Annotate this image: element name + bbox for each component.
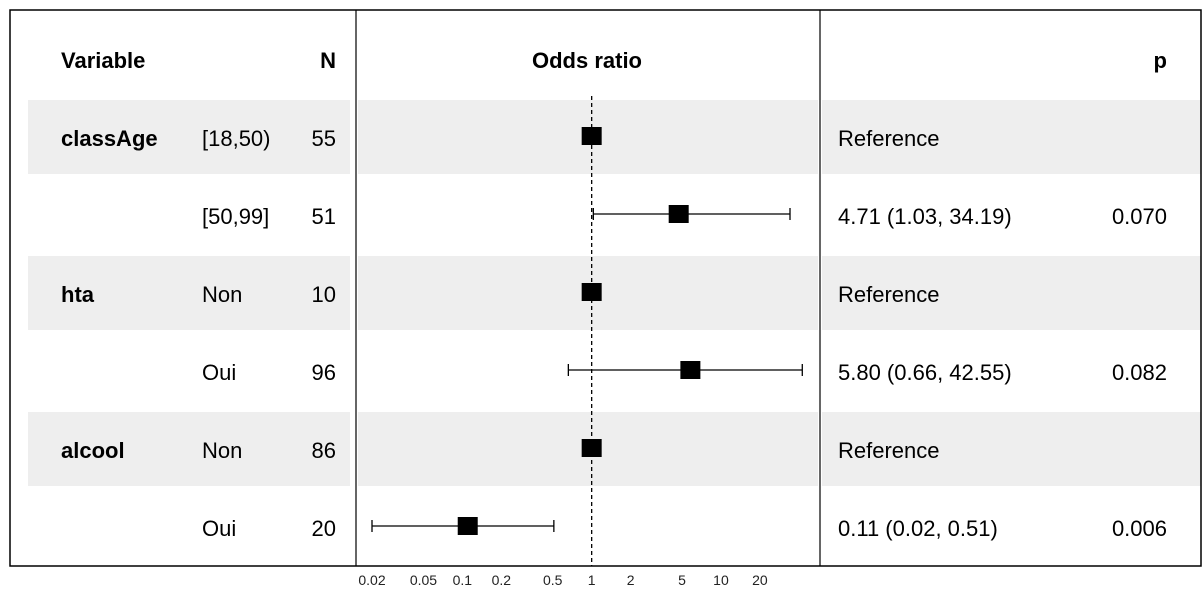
cell-n: 86: [312, 438, 336, 463]
row-stripe-left: [28, 256, 350, 330]
x-tick-label: 0.2: [492, 572, 512, 588]
x-tick-label: 0.05: [410, 572, 437, 588]
point-estimate-marker: [581, 127, 602, 145]
cell-level: Oui: [202, 516, 236, 541]
header-variable: Variable: [61, 48, 145, 73]
row-stripe-right: [822, 412, 1201, 486]
header-p: p: [1154, 48, 1167, 73]
row-stripes: [28, 100, 1201, 486]
cell-estimate: Reference: [838, 438, 940, 463]
point-estimate-marker: [581, 439, 602, 457]
x-tick-label: 10: [713, 572, 729, 588]
cell-estimate: 4.71 (1.03, 34.19): [838, 204, 1012, 229]
point-estimate-marker: [457, 517, 478, 535]
point-estimate-marker: [581, 283, 602, 301]
cell-variable: classAge: [61, 126, 158, 151]
cell-n: 10: [312, 282, 336, 307]
cell-n: 96: [312, 360, 336, 385]
x-axis: 0.02 0.05 0.1 0.2 0.5 1 2 5 10 20: [358, 572, 768, 588]
row-stripe-left: [28, 100, 350, 174]
x-tick-label: 2: [627, 572, 635, 588]
header-odds-ratio: Odds ratio: [532, 48, 642, 73]
row-stripe-right: [822, 100, 1201, 174]
cell-estimate: Reference: [838, 282, 940, 307]
x-tick-label: 0.02: [358, 572, 385, 588]
cell-n: 51: [312, 204, 336, 229]
row-stripe-left: [28, 412, 350, 486]
plot-area: [371, 96, 803, 566]
point-estimate-marker: [680, 361, 701, 379]
header-n: N: [320, 48, 336, 73]
cell-variable: hta: [61, 282, 95, 307]
cell-estimate: 5.80 (0.66, 42.55): [838, 360, 1012, 385]
x-tick-label: 0.1: [453, 572, 473, 588]
table-cells: classAge [18,50) 55 Reference [50,99] 51 4.71 …: [61, 126, 1167, 541]
x-tick-label: 0.5: [543, 572, 563, 588]
cell-p: 0.006: [1112, 516, 1167, 541]
cell-p: 0.082: [1112, 360, 1167, 385]
x-tick-label: 5: [678, 572, 686, 588]
row-stripe-right: [822, 256, 1201, 330]
cell-estimate: Reference: [838, 126, 940, 151]
cell-n: 20: [312, 516, 336, 541]
cell-level: [50,99]: [202, 204, 269, 229]
cell-level: [18,50): [202, 126, 271, 151]
point-estimate-marker: [668, 205, 689, 223]
x-tick-label: 20: [752, 572, 768, 588]
cell-n: 55: [312, 126, 336, 151]
cell-level: Oui: [202, 360, 236, 385]
outer-border: [9, 9, 1202, 567]
cell-p: 0.070: [1112, 204, 1167, 229]
cell-level: Non: [202, 438, 242, 463]
cell-level: Non: [202, 282, 242, 307]
x-tick-label: 1: [588, 572, 596, 588]
cell-estimate: 0.11 (0.02, 0.51): [838, 516, 998, 541]
cell-variable: alcool: [61, 438, 125, 463]
